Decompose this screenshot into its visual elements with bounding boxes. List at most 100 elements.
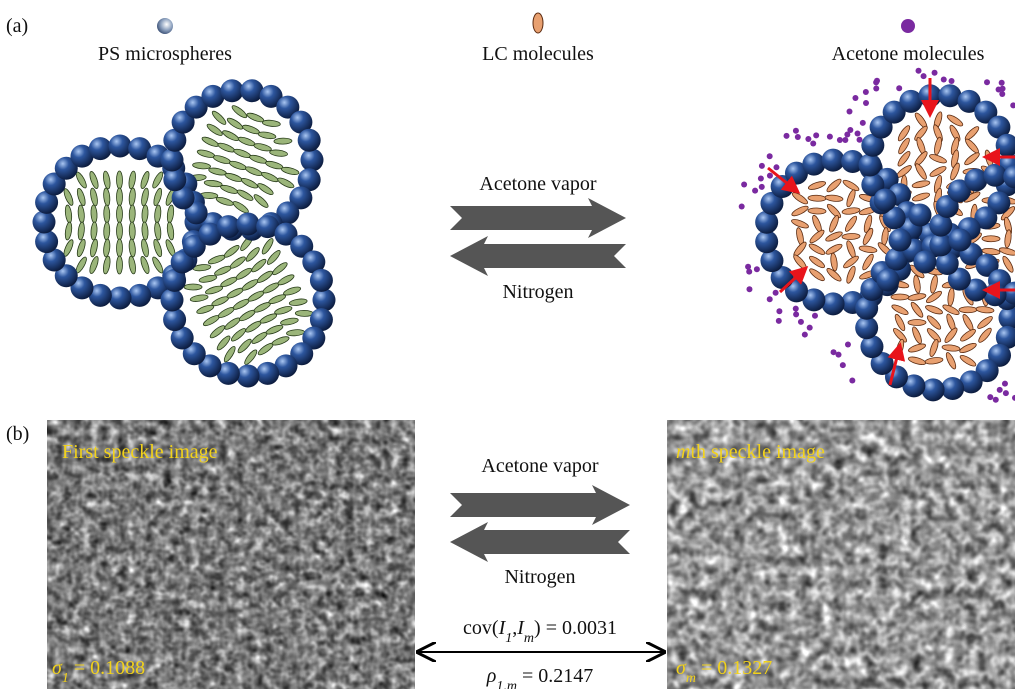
acetone-molecule <box>746 269 752 275</box>
acetone-molecule <box>836 352 842 358</box>
lc-molecule <box>246 111 265 123</box>
acetone-molecule <box>896 85 902 91</box>
acetone-molecule <box>941 77 947 83</box>
lc-molecule <box>116 239 122 257</box>
lc-molecule <box>77 205 85 223</box>
lc-molecule <box>791 191 809 206</box>
lc-molecule <box>102 256 111 275</box>
ps-microsphere <box>984 164 1007 187</box>
lc-molecule <box>152 239 163 258</box>
ps-microsphere <box>310 269 333 292</box>
ps-microsphere <box>237 213 260 236</box>
ps-microsphere <box>35 230 58 253</box>
ps-microsphere <box>949 229 972 252</box>
text-segment: 1 <box>62 671 69 686</box>
lc-molecule <box>89 239 99 258</box>
lc-molecule <box>230 327 248 343</box>
ps-microsphere <box>855 316 878 339</box>
lc-molecule <box>116 188 122 206</box>
lc-molecule <box>192 162 210 170</box>
acetone-molecule <box>996 86 1002 92</box>
lc-molecule <box>212 154 231 165</box>
text-segment: m <box>676 441 690 463</box>
lc-molecule <box>859 245 878 254</box>
lc-molecule <box>64 222 73 241</box>
acetone-molecule <box>842 137 848 143</box>
lc-molecule <box>116 171 122 189</box>
lc-molecule <box>265 323 284 335</box>
lc-molecule <box>842 207 861 215</box>
lc-molecule <box>256 182 274 197</box>
lc-molecule <box>925 357 944 365</box>
ps-microsphere <box>941 377 964 400</box>
lc-molecule <box>959 328 977 343</box>
lc-molecule <box>208 167 227 177</box>
ps-microsphere <box>802 153 825 176</box>
lc-molecule <box>233 148 252 160</box>
ps-microsphere <box>163 168 186 191</box>
lc-molecule <box>260 237 275 255</box>
lc-molecule <box>791 204 810 217</box>
lc-molecule <box>62 188 75 207</box>
acetone-molecule <box>932 70 938 76</box>
lc-molecule <box>151 171 165 190</box>
legend-label: LC molecules <box>482 43 594 65</box>
lc-molecule <box>220 275 239 288</box>
acetone-molecule <box>746 286 752 292</box>
lc-molecule <box>103 205 110 223</box>
ps-microsphere <box>755 230 778 253</box>
ps-microsphere <box>822 292 845 315</box>
lc-molecule <box>223 316 241 331</box>
lc-molecule <box>166 222 174 241</box>
lc-molecule <box>152 188 163 207</box>
legend-icon <box>901 19 915 33</box>
lc-molecule <box>277 273 296 287</box>
acetone-molecule <box>999 80 1005 86</box>
lc-molecule <box>925 304 944 316</box>
lc-molecule <box>103 188 111 207</box>
lc-molecule <box>976 306 995 314</box>
acetone-molecule <box>773 164 779 170</box>
lc-molecule <box>139 171 150 190</box>
lc-molecule <box>271 261 289 277</box>
acetone-molecule <box>739 203 745 209</box>
lc-molecule <box>128 239 136 258</box>
lc-molecule <box>207 253 226 265</box>
image-title: mth speckle image <box>676 441 825 463</box>
lc-molecule <box>977 326 993 344</box>
acetone-molecule <box>997 387 1003 393</box>
lc-molecule <box>914 162 929 180</box>
ps-microsphere <box>161 149 184 172</box>
lc-molecule <box>808 195 826 202</box>
lc-molecule <box>825 177 843 193</box>
ps-microsphere <box>298 129 321 152</box>
lc-molecule <box>240 177 259 190</box>
correlation-label: ρ1,m = 0.2147 <box>486 665 594 689</box>
ps-microsphere <box>237 365 260 388</box>
ps-microsphere <box>922 378 945 401</box>
process-label: Acetone vapor <box>479 173 597 195</box>
lc-molecule <box>959 342 978 355</box>
lc-molecule <box>129 222 136 240</box>
acetone-molecule <box>812 313 818 319</box>
lc-molecule <box>842 233 860 240</box>
lc-molecule <box>90 205 97 223</box>
lc-molecule <box>204 179 223 187</box>
lc-molecule <box>244 246 261 263</box>
acetone-molecule <box>802 332 808 338</box>
process-label: Nitrogen <box>502 281 573 303</box>
acetone-molecule <box>846 108 852 114</box>
acetone-molecule <box>807 325 813 331</box>
legend-label: Acetone molecules <box>832 43 985 65</box>
ps-microsphere <box>33 211 56 234</box>
ps-microsphere <box>217 215 240 238</box>
lc-molecule <box>128 171 137 190</box>
acetone-molecule <box>847 127 853 133</box>
lc-molecule <box>222 345 237 363</box>
lc-molecule <box>237 135 256 147</box>
lc-molecule <box>243 348 259 366</box>
lc-droplets-before <box>33 79 336 387</box>
process-label: Acetone vapor <box>481 455 599 477</box>
ps-microsphere <box>877 269 900 292</box>
ps-microsphere <box>859 154 882 177</box>
